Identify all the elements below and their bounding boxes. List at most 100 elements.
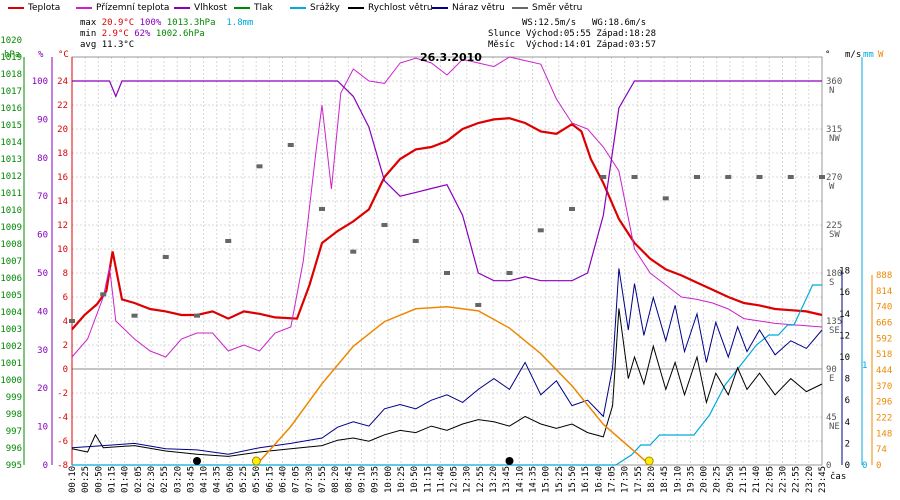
series-direction-point (569, 207, 575, 211)
stats-rain: 1.8mm (226, 18, 254, 28)
tick-time: 22:30 (779, 466, 789, 493)
tick-time: 16:40 (594, 466, 604, 493)
tick-time: 08:20 (331, 466, 341, 493)
sun-marker (644, 456, 654, 466)
series-4-line (72, 284, 822, 466)
tick-direction-label: NE (829, 422, 840, 432)
tick-temp: 22 (57, 101, 68, 111)
tick-pressure: 1008 (0, 240, 22, 250)
tick-pressure: 1006 (0, 274, 22, 284)
tick-time: 06:15 (265, 466, 275, 493)
tick-direction-label: S (829, 278, 834, 288)
tick-time: 02:55 (160, 466, 170, 493)
axis-unit-pct: % (38, 50, 44, 60)
tick-temp: 12 (57, 221, 68, 231)
tick-temp: 16 (57, 173, 68, 183)
tick-direction-label: W (829, 182, 835, 192)
tick-humidity: 0 (43, 461, 48, 471)
tick-time: 15:00 (542, 466, 552, 493)
tick-time: 14:35 (529, 466, 539, 493)
tick-direction: 0 (826, 461, 831, 471)
tick-direction: 315 (826, 125, 842, 135)
legend-swatch (234, 6, 250, 9)
axis-unit-w: W (878, 50, 884, 60)
tick-temp: 10 (57, 245, 68, 255)
legend-swatch (8, 6, 24, 9)
tick-time: 20:25 (713, 466, 723, 493)
tick-time: 21:15 (739, 466, 749, 493)
series-direction-point (412, 239, 419, 243)
tick-pressure: 1004 (0, 308, 22, 318)
tick-direction: 360 (826, 77, 842, 87)
tick-pressure: 1018 (0, 70, 22, 80)
legend-swatch (174, 6, 190, 9)
legend-swatch (512, 6, 528, 9)
tick-direction: 90 (826, 365, 837, 375)
tick-direction: 180 (826, 269, 842, 279)
legend-label: Náraz větru (452, 3, 505, 13)
tick-direction: 135 (826, 317, 842, 327)
tick-time: 05:25 (239, 466, 249, 493)
series-direction-point (256, 164, 263, 169)
tick-pressure: 1015 (0, 121, 22, 131)
series-direction-point (69, 319, 75, 323)
series-direction-point (225, 239, 232, 243)
tick-time: 21:40 (752, 466, 762, 493)
stats-avg-temp: 11.3°C (101, 40, 135, 50)
tick-wind: 2 (845, 439, 850, 449)
tick-solar: 444 (876, 366, 892, 376)
series-direction-point (475, 303, 482, 307)
moon-set: Západ:03:57 (596, 40, 656, 50)
tick-pressure: 1017 (0, 87, 22, 97)
axis-unit-deg: ° (825, 50, 831, 60)
legend-label: Směr větru (532, 3, 583, 13)
series-6-line (71, 268, 823, 455)
tick-humidity: 40 (37, 307, 48, 317)
stats-min-temp: 2.9°C (101, 29, 129, 39)
series-direction-point (319, 207, 325, 211)
tick-time: 01:40 (121, 466, 131, 493)
tick-wind: 0 (845, 461, 850, 471)
legend-item: Vlhkost (174, 3, 227, 13)
tick-rain: 1 (862, 361, 867, 371)
legend-label: Vlhkost (194, 3, 227, 13)
tick-wind: 14 (839, 310, 850, 320)
tick-humidity: 20 (37, 384, 48, 394)
tick-pressure: 1014 (0, 138, 22, 148)
tick-direction-label: E (829, 374, 834, 384)
tick-time: 18:20 (647, 466, 657, 493)
tick-temp: -6 (57, 437, 68, 447)
tick-time: 04:10 (200, 466, 210, 493)
tick-time: 11:40 (436, 466, 446, 493)
tick-time: 02:05 (134, 466, 144, 493)
tick-solar: 814 (876, 287, 892, 297)
stats-min-press: 1002.6hPa (155, 29, 205, 39)
tick-temp: 4 (63, 317, 68, 327)
tick-time: 12:05 (450, 466, 460, 493)
tick-temp: 6 (63, 293, 68, 303)
stats-wg: WG:18.6m/s (592, 18, 647, 28)
series-direction-point (381, 223, 388, 227)
tick-pressure: 1010 (0, 206, 22, 216)
tick-direction: 45 (826, 413, 837, 423)
tick-pressure: 1000 (0, 376, 22, 386)
tick-time: 23:45 (818, 466, 828, 493)
tick-wind: 12 (839, 331, 850, 341)
stats-min-label: min (80, 29, 97, 39)
series-direction-point (631, 175, 638, 179)
stats-min: min 2.9°C 62% 1002.6hPa (80, 29, 205, 39)
tick-time: 00:10 (68, 466, 78, 493)
series-direction-point (287, 143, 294, 147)
tick-time: 23:20 (805, 466, 815, 493)
tick-time: 10:00 (384, 466, 394, 493)
stats-avg-label: avg (80, 40, 97, 50)
series-5-line (71, 308, 823, 457)
legend-label: Teplota (28, 3, 61, 13)
tick-temp: -2 (57, 389, 68, 399)
legend-label: Přízemní teplota (96, 3, 170, 13)
tick-time: 00:25 (81, 466, 91, 493)
tick-time: 03:45 (186, 466, 196, 493)
series-direction-point (662, 196, 669, 201)
